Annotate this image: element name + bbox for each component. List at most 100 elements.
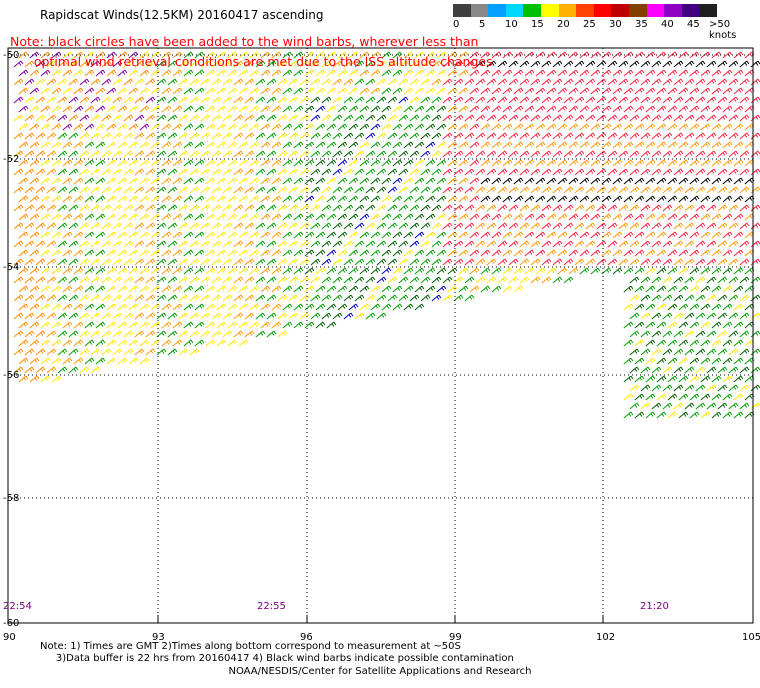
wind-barb <box>392 285 403 293</box>
wind-barb <box>541 276 552 284</box>
wind-barb <box>299 132 310 140</box>
wind-barb <box>178 132 189 140</box>
wind-barb <box>68 222 79 230</box>
wind-barb <box>392 231 403 239</box>
wind-barb <box>156 204 167 212</box>
wind-barb <box>563 168 574 176</box>
wind-barb <box>717 222 728 230</box>
wind-barb <box>183 159 194 167</box>
wind-barb <box>348 159 359 167</box>
wind-barb <box>73 141 84 149</box>
wind-barb <box>200 78 211 86</box>
wind-barb <box>513 231 524 239</box>
wind-barb <box>656 375 667 383</box>
wind-barb <box>332 186 343 194</box>
wind-barb <box>662 78 673 86</box>
wind-barb <box>387 150 398 158</box>
wind-barb <box>348 87 359 95</box>
wind-barb <box>167 78 178 86</box>
wind-barb <box>79 150 90 158</box>
wind-barb <box>392 87 403 95</box>
wind-barb <box>508 114 519 122</box>
wind-barb <box>29 249 40 257</box>
wind-barb <box>673 204 684 212</box>
wind-barb <box>161 285 172 293</box>
legend-label: 10 <box>505 19 518 30</box>
wind-barb <box>409 78 420 86</box>
wind-barb <box>750 222 760 230</box>
wind-barb <box>524 177 535 185</box>
wind-barb <box>161 249 172 257</box>
wind-barb <box>205 195 216 203</box>
wind-barb <box>607 150 618 158</box>
wind-barb <box>79 222 90 230</box>
wind-barb <box>128 303 139 311</box>
wind-barb <box>183 321 194 329</box>
wind-barb <box>425 123 436 131</box>
wind-barb <box>299 276 310 284</box>
wind-barb <box>574 222 585 230</box>
wind-barb <box>150 69 161 77</box>
wind-barb <box>629 204 640 212</box>
legend-label: 45 <box>687 19 700 30</box>
wind-barb <box>117 267 128 275</box>
wind-barb <box>442 258 453 266</box>
wind-barb <box>634 285 645 293</box>
wind-barb <box>486 114 497 122</box>
wind-barb <box>84 87 95 95</box>
wind-barb <box>277 204 288 212</box>
wind-barb <box>62 123 73 131</box>
wind-barb <box>106 267 117 275</box>
wind-barb <box>568 123 579 131</box>
wind-barb <box>497 204 508 212</box>
wind-barb <box>233 168 244 176</box>
wind-barb <box>365 96 376 104</box>
wind-barb <box>552 186 563 194</box>
wind-barb <box>304 231 315 239</box>
wind-barb <box>717 276 728 284</box>
wind-barb <box>612 267 623 275</box>
wind-barb <box>84 267 95 275</box>
wind-barb <box>486 240 497 248</box>
wind-barb <box>673 78 684 86</box>
wind-barb <box>464 204 475 212</box>
wind-barb <box>260 231 271 239</box>
wind-barb <box>310 222 321 230</box>
wind-barb <box>29 69 40 77</box>
wind-barb <box>535 87 546 95</box>
wind-barb <box>524 159 535 167</box>
wind-barb <box>447 123 458 131</box>
wind-barb <box>607 186 618 194</box>
wind-barb <box>667 411 678 419</box>
wind-barb <box>62 105 73 113</box>
wind-barb <box>233 186 244 194</box>
wind-barb <box>299 294 310 302</box>
wind-barb <box>700 105 711 113</box>
wind-barb <box>29 267 40 275</box>
wind-barb <box>486 78 497 86</box>
wind-barb <box>607 132 618 140</box>
wind-barb <box>739 402 750 410</box>
wind-barb <box>79 294 90 302</box>
wind-barb <box>563 60 574 68</box>
wind-barb <box>656 303 667 311</box>
wind-barb <box>733 357 744 365</box>
wind-barb <box>557 195 568 203</box>
wind-barb <box>678 105 689 113</box>
wind-barb <box>277 330 288 338</box>
wind-barb <box>293 51 304 59</box>
wind-barb <box>557 87 568 95</box>
wind-barb <box>84 303 95 311</box>
wind-barb <box>689 393 700 401</box>
wind-barb <box>601 177 612 185</box>
wind-barb <box>227 213 238 221</box>
wind-barb <box>695 204 706 212</box>
wind-barb <box>128 87 139 95</box>
wind-barb <box>90 60 101 68</box>
wind-barb <box>293 285 304 293</box>
wind-barb <box>629 96 640 104</box>
wind-barb <box>414 87 425 95</box>
wind-barb <box>112 78 123 86</box>
wind-barb <box>414 195 425 203</box>
wind-barb <box>700 339 711 347</box>
